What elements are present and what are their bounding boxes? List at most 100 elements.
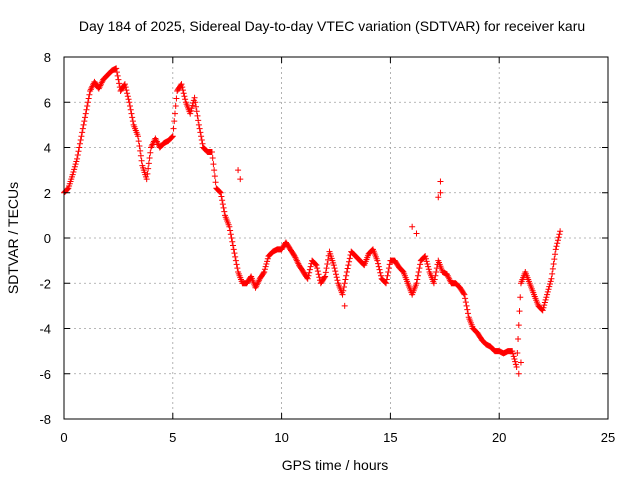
data-point-interp: [462, 295, 469, 302]
data-point: [330, 262, 337, 269]
data-point-interp: [385, 268, 392, 275]
data-point: [237, 176, 244, 183]
data-point: [261, 268, 268, 275]
data-point-interp: [414, 272, 421, 279]
data-point-interp: [382, 279, 389, 286]
data-point-interp: [144, 170, 151, 177]
data-point-interp: [541, 299, 548, 306]
data-point-interp: [346, 258, 353, 265]
data-point-interp: [198, 136, 205, 143]
data-point-interp: [517, 294, 524, 301]
data-point-interp: [305, 272, 312, 279]
data-point-interp: [218, 193, 225, 200]
data-point-interp: [547, 278, 554, 285]
data-point: [191, 94, 198, 101]
data-point: [515, 370, 522, 377]
data-point-interp: [129, 118, 136, 125]
data-point: [322, 273, 329, 280]
data-point: [187, 110, 194, 117]
data-point-interp: [232, 253, 239, 260]
data-point-interp: [555, 234, 562, 241]
data-point-interp: [189, 102, 196, 109]
y-tick-label: 0: [44, 231, 51, 246]
data-point-interp: [227, 231, 234, 238]
data-point-interp: [74, 152, 81, 159]
data-point-interp: [193, 108, 200, 115]
data-point: [134, 133, 141, 140]
data-point-interp: [463, 302, 470, 309]
data-point-interp: [386, 261, 393, 268]
data-point-interp: [179, 87, 186, 94]
data-point-interp: [211, 167, 218, 174]
x-tick-label: 25: [601, 430, 615, 445]
data-point-interp: [230, 242, 237, 249]
data-point-interp: [511, 356, 518, 363]
data-point: [513, 363, 520, 370]
data-point: [517, 359, 524, 366]
data-point: [374, 257, 381, 264]
data-point-interp: [314, 268, 321, 275]
data-point-interp: [383, 276, 390, 283]
data-point-interp: [417, 261, 424, 268]
data-point-interp: [195, 117, 202, 124]
data-point-interp: [125, 96, 132, 103]
x-tick-label: 15: [383, 430, 397, 445]
data-point-interp: [122, 84, 129, 91]
data-series: [61, 65, 564, 377]
data-point-interp: [414, 276, 421, 283]
data-point: [121, 81, 128, 88]
data-point-interp: [262, 263, 269, 270]
data-point-interp: [546, 283, 553, 290]
data-point: [461, 291, 468, 298]
data-point-interp: [322, 269, 329, 276]
x-axis-label: GPS time / hours: [282, 457, 389, 473]
data-point-interp: [231, 250, 238, 257]
data-point-interp: [115, 76, 122, 83]
data-point-interp: [71, 163, 78, 170]
data-point-interp: [465, 310, 472, 317]
data-point: [74, 155, 81, 162]
data-point-interp: [541, 302, 548, 309]
data-point-interp: [514, 350, 521, 357]
data-point: [313, 262, 320, 269]
data-point-interp: [423, 258, 430, 265]
data-point: [430, 280, 437, 287]
data-point: [437, 189, 444, 196]
data-point-interp: [543, 294, 550, 301]
data-point-interp: [542, 296, 549, 303]
data-point-interp: [199, 140, 206, 147]
data-point-interp: [331, 265, 338, 272]
axis-ticks: [63, 56, 609, 420]
data-point-interp: [549, 265, 556, 272]
x-tick-labels: 0 5 10 15 20 25: [60, 430, 615, 445]
data-point-interp: [376, 266, 383, 273]
data-point-interp: [83, 106, 90, 113]
y-axis-label: SDTVAR / TECUs: [5, 182, 21, 294]
data-point-interp: [550, 261, 557, 268]
data-point-interp: [82, 114, 89, 121]
data-point: [409, 223, 416, 230]
chart-title: Day 184 of 2025, Sidereal Day-to-day VTE…: [79, 18, 585, 34]
y-tick-label: -4: [39, 322, 51, 337]
data-point: [178, 81, 185, 88]
data-point-interp: [415, 268, 422, 275]
data-point-interp: [333, 274, 340, 281]
data-point-interp: [216, 188, 223, 195]
data-point-interp: [333, 271, 339, 278]
data-point: [341, 302, 348, 309]
data-point-interp: [234, 265, 241, 272]
data-point-interp: [145, 160, 152, 167]
data-point-interp: [375, 263, 382, 270]
data-point-interp: [375, 260, 382, 267]
y-tick-label: 6: [44, 95, 51, 110]
data-point: [437, 178, 444, 185]
data-point-interp: [332, 268, 339, 275]
data-point-interp: [147, 149, 154, 156]
data-point-interp: [315, 271, 322, 278]
data-point-interp: [425, 266, 432, 273]
grid-lines: [64, 57, 608, 419]
data-point-interp: [169, 133, 176, 140]
data-point: [126, 99, 133, 106]
data-point: [143, 176, 150, 183]
